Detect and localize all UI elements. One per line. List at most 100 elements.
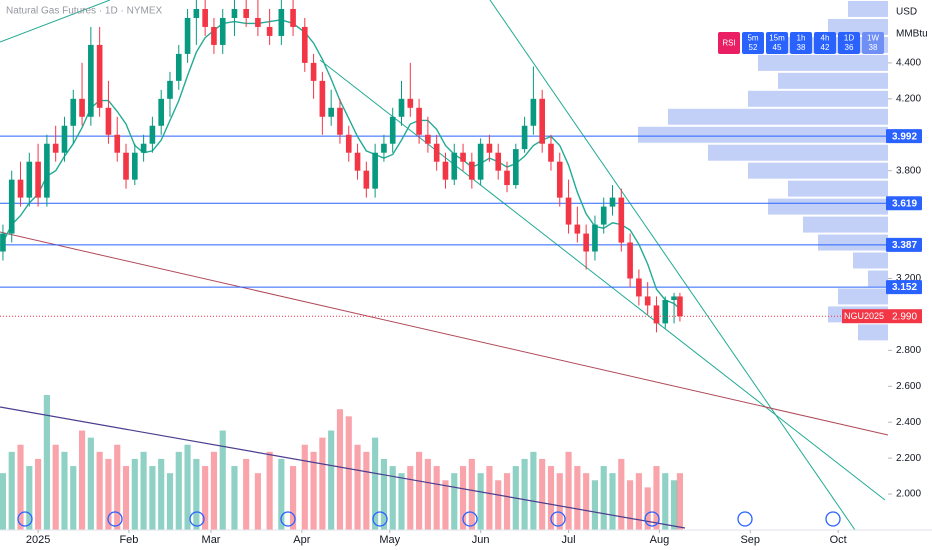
volume-bar <box>442 480 449 530</box>
rsi-label-box <box>718 32 740 54</box>
volume-bar <box>202 466 209 530</box>
candle-body <box>477 143 484 180</box>
candle-body <box>26 161 33 198</box>
rsi-value: 52 <box>749 43 758 52</box>
candle-body <box>35 161 41 198</box>
candle-body <box>433 143 440 162</box>
volume-bar <box>140 451 147 530</box>
candle-body <box>381 143 387 153</box>
volume-bar <box>486 466 493 530</box>
rsi-button <box>790 32 812 54</box>
x-tick-label: Feb <box>119 534 138 546</box>
profile-bar <box>638 126 888 143</box>
candle-body <box>310 62 317 81</box>
level-label: 3.992 <box>892 131 917 142</box>
trend-line <box>0 406 686 529</box>
candle-body <box>8 179 15 234</box>
volume-bar <box>96 451 103 530</box>
volume-bar <box>17 444 24 530</box>
profile-bar <box>748 90 888 107</box>
candle-body <box>372 152 378 189</box>
candle-body <box>290 8 296 27</box>
x-tick-label: Aug <box>650 534 670 546</box>
candle-body <box>451 152 458 180</box>
y-tick-label: 2.000 <box>896 489 921 500</box>
y-tick-label: 3.800 <box>896 165 921 176</box>
candle-body <box>278 8 285 36</box>
volume-bar <box>336 409 344 530</box>
volume-bar <box>301 444 308 530</box>
volume-bar <box>310 451 317 530</box>
candle-body <box>354 152 361 171</box>
volume-bar <box>289 466 297 530</box>
candle-body <box>175 53 182 81</box>
candle-body <box>644 296 651 306</box>
candle-body <box>583 233 589 252</box>
volume-bar <box>193 458 200 530</box>
candle-body <box>328 107 334 117</box>
y-tick-label: 3.200 <box>896 273 921 284</box>
candle-body <box>627 242 633 279</box>
rsi-button <box>814 32 836 54</box>
profile-bar <box>853 252 888 269</box>
volume-bar <box>35 458 42 530</box>
currency: USD <box>896 7 917 18</box>
candle-body <box>167 80 173 99</box>
candle-body <box>416 107 422 135</box>
candle-body <box>389 116 396 144</box>
candle-body <box>425 134 431 144</box>
volume-bar <box>210 451 218 530</box>
candle-body <box>618 197 625 243</box>
rsi-value: 42 <box>821 43 830 52</box>
rsi-value: 38 <box>797 43 806 52</box>
volume-bar <box>547 466 555 530</box>
volume-bar <box>565 451 572 530</box>
volume-bar <box>219 430 226 530</box>
candle-body <box>184 17 191 54</box>
candle-body <box>219 17 226 45</box>
candle-body <box>653 305 660 324</box>
y-tick-label: 4.200 <box>896 93 921 104</box>
unit: MMBtu <box>896 29 928 40</box>
x-tick-label: Jul <box>562 534 576 546</box>
level-label: 3.387 <box>892 240 917 251</box>
volume-bar <box>389 466 396 530</box>
volume-bar <box>278 458 285 530</box>
rsi-value: 45 <box>773 43 782 52</box>
volume-bar <box>609 473 616 530</box>
candle-body <box>193 8 200 18</box>
symbol-box <box>842 309 886 324</box>
volume-bar <box>416 451 423 530</box>
volume-bar <box>459 466 467 530</box>
candle-body <box>486 143 493 153</box>
profile-bar <box>818 234 888 251</box>
profile-bar <box>668 108 888 125</box>
symbol-label: NGU2025 <box>844 311 884 321</box>
level-label: 3.152 <box>892 282 917 293</box>
level-label: 3.619 <box>892 198 917 209</box>
volume-bar <box>407 466 414 530</box>
level-label-box <box>886 237 922 252</box>
volume-bar <box>78 430 86 530</box>
candle-body <box>636 278 642 297</box>
candle-body <box>337 107 343 135</box>
volume-bar <box>653 466 660 530</box>
candle-body <box>662 300 669 324</box>
volume-bar <box>503 473 511 530</box>
candle-body <box>319 80 326 117</box>
rsi-button <box>862 32 884 54</box>
y-tick-label: 2.200 <box>896 453 921 464</box>
candle-body <box>609 197 616 207</box>
profile-bar <box>788 180 888 197</box>
profile-bar <box>838 288 888 305</box>
volume-bar <box>8 451 15 530</box>
x-tick-label: May <box>379 534 400 546</box>
volume-bar <box>451 473 458 530</box>
event-icons <box>17 511 841 527</box>
candle-body <box>88 44 94 117</box>
x-tick-label: Mar <box>202 534 221 546</box>
volume-bar <box>319 437 326 530</box>
volume-bar <box>131 458 138 530</box>
